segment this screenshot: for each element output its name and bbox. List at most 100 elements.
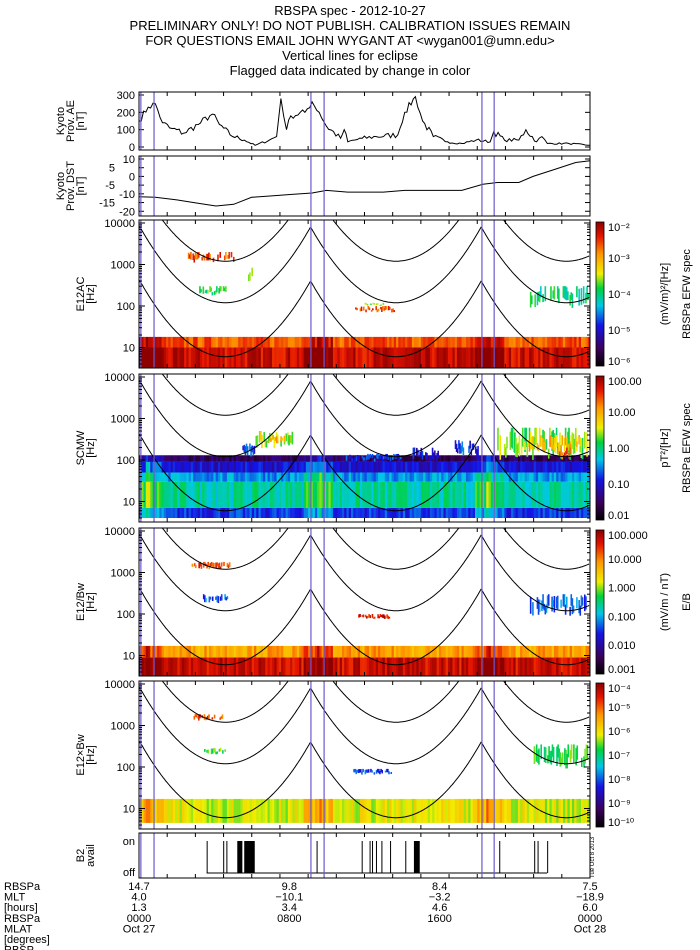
e12ac-band-cell [335,336,338,348]
e12_over_bw-patch-cell [581,597,584,606]
e12_cross_bw-band-cell [373,798,377,823]
e12_over_bw-patch-cell [200,563,203,569]
e12ac-band-cell [265,347,269,368]
scmw-band-cell [495,455,499,462]
scmw-band-cell [364,472,368,482]
e12_over_bw-band-cell [443,645,447,658]
scmw-patch-cell [469,440,471,449]
e12ac-band-cell [474,336,478,348]
e12ac-patch-cell [391,308,393,313]
scmw-patch-cell [560,449,562,458]
e12_over_bw-band-cell [461,657,465,676]
scmw-band-cell [321,455,325,462]
e12_over_bw-patch-cell [529,597,532,614]
scmw-band-cell [317,481,320,508]
e12_cross_bw-band-cell [524,798,528,823]
scmw-band-cell [432,507,435,519]
e12ac-patch-cell [388,306,391,310]
e12_over_bw-patch-cell [228,562,231,568]
scmw-band-cell [384,507,388,519]
e12_over_bw-band-cell [436,657,440,676]
scmw-band-cell [364,481,368,508]
e12_over_bw-band-cell [190,657,194,676]
e12_over_bw-band-cell [515,657,519,676]
e12_over_bw-ylabel: E12/Bw[Hz] [75,583,97,621]
e12_over_bw-band-cell [242,645,246,658]
e12ac-band-cell [163,347,167,368]
e12_cross_bw-band-cell [569,798,573,823]
scmw-band-cell [314,455,318,462]
e12ac-band-cell [479,347,483,368]
e12ac-band-cell [215,336,219,348]
scmw-patch-cell [287,432,289,444]
e12ac-band-cell [163,336,167,348]
scmw-band-cell [438,507,442,519]
e12_cross_bw-patch-cell [385,768,388,773]
e12_over_bw-band-cell [249,645,253,658]
e12ac-patch-cell [556,286,559,299]
e12ac-patch-cell [230,252,233,258]
e12_over_bw-band-cell [339,645,343,658]
e12_over_bw-band-cell [461,645,465,658]
e12_over_bw-patch-cell [387,615,390,620]
scmw-band-cell [242,507,246,519]
scmw-patch-cell [552,444,555,451]
e12_cross_bw-band-cell [215,798,219,823]
scmw-band-cell [301,461,305,473]
e12_over_bw-band-cell [143,645,147,658]
scmw-band-cell [159,472,163,482]
scmw-band-cell [217,481,221,508]
e12ac-patch-cell [384,306,387,310]
e12_over_bw-band-cell [558,645,562,658]
scmw-band-cell [544,507,548,519]
scmw-band-cell [323,461,327,473]
scmw-patch-cell [285,433,288,441]
scmw-band-cell [558,455,562,462]
scmw-band-cell [576,461,580,473]
scmw-band-cell [348,481,352,508]
e12ac-band-cell [312,336,316,348]
scmw-patch-cell [434,450,436,461]
scmw-band-cell [274,507,278,519]
e12_over_bw-ylabel-line: E12/Bw [75,583,87,621]
e12_cross_bw-band-cell [562,798,566,823]
scmw-band-cell [470,481,474,508]
scmw-band-cell [341,481,345,508]
scmw-band-cell [474,455,478,462]
scmw-band-cell [477,455,481,462]
e12_over_bw-band-cell [556,645,559,658]
e12_cross_bw-band-cell [425,798,429,823]
scmw-patch-cell [252,446,255,456]
scmw-band-cell [436,472,440,482]
e12ac-band-cell [159,347,163,368]
e12ac-patch-cell [571,293,574,308]
scmw-band-cell [330,481,334,508]
e12_over_bw-band-cell [517,645,521,658]
e12_over_bw-band-cell [409,657,413,676]
e12ac-band-cell [184,347,187,368]
e12ac-patch-cell [379,304,381,306]
e12_cross_bw-colorbar: 10⁻⁴10⁻⁵10⁻⁶10⁻⁷10⁻⁸10⁻⁹10⁻¹⁰ [595,682,635,829]
e12_over_bw-band-cell [364,657,368,676]
scmw-band-cell [438,461,442,473]
scmw-band-cell [535,472,539,482]
scmw-patch-cell [280,440,282,447]
scmw-patch-cell [260,430,262,441]
scmw-patch-cell [459,443,461,454]
e12ac-band-cell [204,347,208,368]
scmw-band-cell [224,507,228,519]
scmw-band-cell [145,481,149,508]
e12ac-band-cell [547,336,550,348]
e12ac-band-cell [231,336,235,348]
x-axis-tick-value: 1600 [427,913,451,925]
e12ac-band-cell [278,336,282,348]
scmw-band-cell [540,507,544,519]
scmw-band-cell [202,481,205,508]
e12ac-band-cell [445,336,449,348]
scmw-patch-cell [398,455,401,461]
scmw-patch-cell [542,429,544,445]
scmw-band-cell [269,472,273,482]
scmw-band-cell [571,481,575,508]
e12_cross_bw-band-cell [423,798,426,823]
scmw-band-cell [170,455,174,462]
